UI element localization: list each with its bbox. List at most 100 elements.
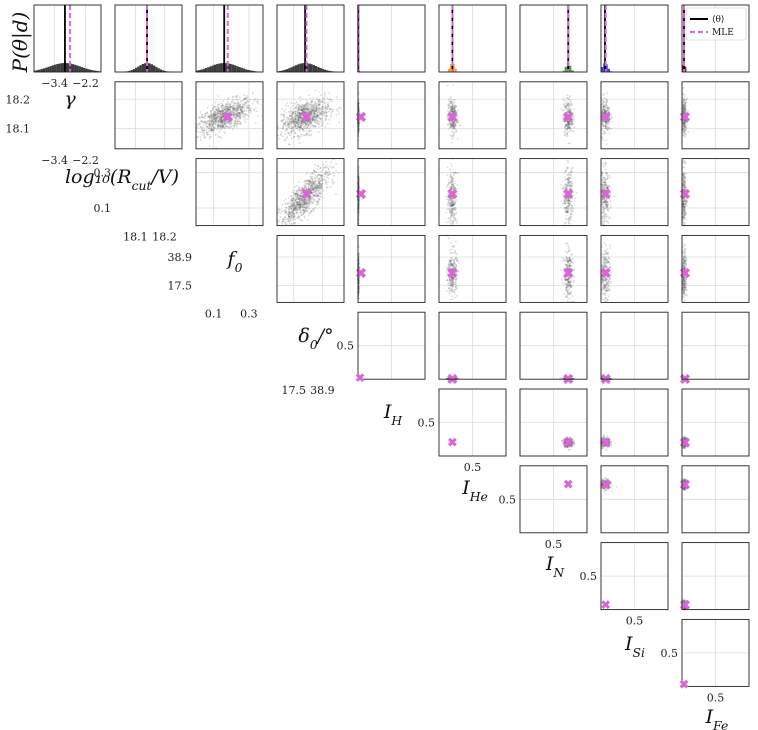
sample-point: [218, 120, 221, 123]
sample-point: [226, 109, 229, 112]
sample-point: [453, 172, 455, 175]
sample-point: [227, 118, 230, 121]
sample-point: [255, 110, 258, 113]
sample-point: [295, 101, 298, 104]
sample-point: [300, 203, 303, 206]
histogram-bar: [164, 70, 167, 72]
sample-point: [224, 112, 226, 115]
histogram-bar: [236, 66, 239, 72]
sample-point: [228, 108, 230, 111]
sample-point: [257, 98, 260, 101]
sample-point: [212, 129, 215, 132]
sample-point: [455, 104, 457, 107]
sample-point: [283, 221, 286, 224]
sample-point: [213, 120, 216, 123]
sample-point: [234, 113, 236, 116]
sample-point: [205, 131, 208, 134]
histogram-bar: [450, 63, 453, 72]
sample-point: [330, 111, 333, 114]
sample-point: [226, 113, 229, 116]
sample-point: [206, 112, 209, 115]
sample-point: [310, 129, 313, 132]
sample-point: [200, 114, 203, 116]
sample-point: [314, 89, 317, 92]
histogram-bar: [47, 66, 50, 72]
sample-point: [237, 109, 240, 112]
sample-point: [569, 99, 572, 102]
sample-point: [215, 109, 218, 112]
sample-point: [317, 123, 320, 126]
mle-marker: ✖: [355, 187, 367, 203]
histogram-bar: [571, 70, 574, 72]
sample-point: [218, 117, 221, 120]
sample-point: [223, 117, 226, 120]
sample-point: [330, 114, 332, 117]
sample-point: [220, 120, 223, 123]
sample-point: [229, 119, 232, 122]
sample-point: [323, 196, 326, 199]
sample-point: [219, 127, 222, 130]
sample-point: [231, 117, 234, 120]
sample-point: [307, 116, 310, 119]
sample-point: [296, 108, 299, 111]
histogram-bar: [132, 69, 136, 72]
sample-point: [301, 120, 304, 123]
sample-point: [332, 172, 335, 175]
sample-point: [202, 126, 205, 129]
sample-point: [286, 121, 289, 123]
sample-point: [568, 184, 571, 186]
sample-point: [227, 115, 230, 118]
sample-point: [246, 114, 249, 117]
histogram-bar: [285, 69, 289, 72]
sample-point: [201, 133, 204, 136]
sample-point: [602, 100, 605, 103]
histogram-bar: [196, 70, 199, 72]
sample-point: [290, 216, 293, 219]
sample-point: [280, 210, 283, 213]
sample-point: [242, 106, 244, 109]
sample-point: [450, 99, 453, 102]
histogram-bar: [562, 70, 565, 72]
sample-point: [327, 101, 330, 104]
sample-point: [228, 115, 231, 118]
sample-point: [238, 120, 241, 122]
sample-point: [214, 114, 217, 117]
sample-point: [216, 106, 219, 108]
corner-plot-panels: ✖ ✖ ✖ ✖ ✖ ✖ ✖✖ ✖ ✖ ✖ ✖ ✖✖ ✖ ✖ ✖ ✖✖ ✖ ✖ ✖ ✖✖ ✖ ✖ ✖✖ ✖ ✖✖ ✖✖−3.4 −2.…: [6, 4, 750, 730]
sample-point: [211, 120, 213, 123]
sample-point: [211, 119, 214, 122]
sample-point: [315, 109, 317, 112]
sample-point: [230, 101, 233, 104]
sample-point: [309, 106, 312, 108]
sample-point: [221, 115, 224, 118]
sample-point: [219, 124, 221, 127]
sample-point: [296, 193, 299, 196]
sample-point: [564, 130, 567, 133]
histogram-bar: [323, 69, 327, 72]
sample-point: [299, 112, 302, 115]
sample-point: [214, 118, 217, 121]
sample-point: [229, 118, 231, 121]
sample-point: [216, 117, 218, 120]
sample-point: [300, 133, 302, 136]
histogram-bar: [96, 71, 99, 72]
sample-point: [219, 119, 222, 122]
sample-point: [293, 122, 296, 125]
sample-point: [300, 117, 303, 119]
sample-point: [448, 127, 451, 130]
sample-point: [232, 108, 235, 111]
sample-point: [300, 115, 303, 118]
sample-point: [245, 104, 248, 107]
sample-point: [454, 219, 456, 221]
sample-point: [237, 102, 240, 105]
sample-point: [221, 116, 223, 119]
sample-point: [208, 124, 211, 126]
sample-point: [203, 129, 206, 132]
sample-point: [208, 125, 211, 128]
sample-point: [220, 110, 223, 113]
sample-point: [605, 100, 608, 103]
sample-point: [247, 106, 250, 109]
sample-point: [330, 161, 333, 164]
sample-point: [311, 171, 314, 174]
sample-point: [282, 218, 285, 221]
